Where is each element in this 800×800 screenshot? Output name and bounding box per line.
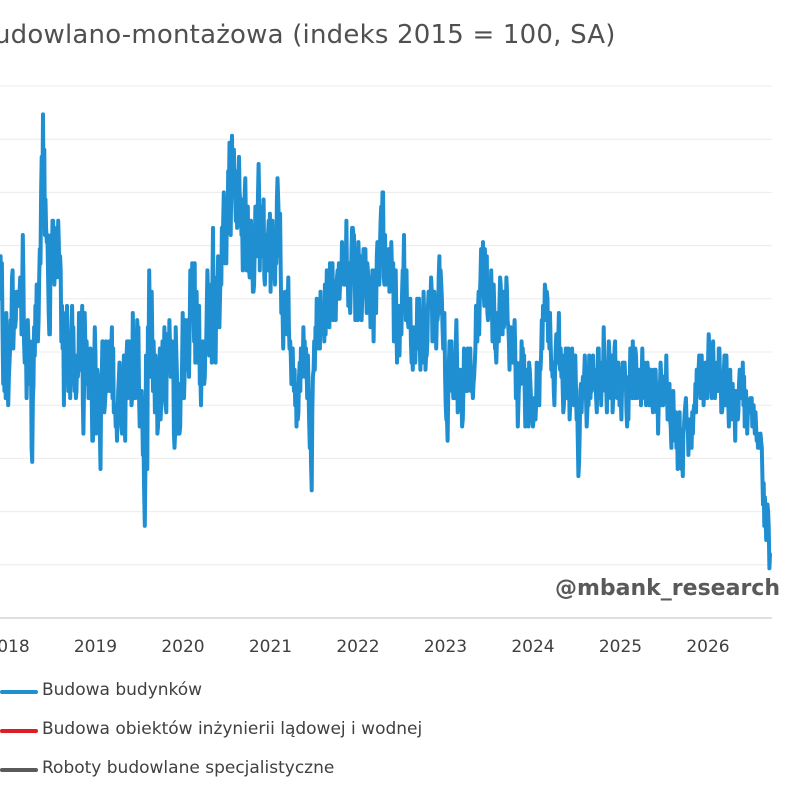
x-tick-label: 2021 — [249, 637, 292, 657]
x-tick-label: 2020 — [161, 637, 204, 657]
legend-label: Budowa obiektów inżynierii lądowej i wod… — [42, 719, 423, 739]
legend-label: Budowa budynków — [42, 680, 203, 700]
series-lines — [0, 112, 772, 571]
x-tick-label: 2022 — [336, 637, 379, 657]
x-tick-label: 2023 — [424, 637, 467, 657]
gridlines — [0, 85, 772, 566]
x-tick-label: 2018 — [0, 637, 30, 657]
legend-swatch — [0, 729, 38, 733]
x-tick-label: 2026 — [686, 637, 729, 657]
x-tick-labels: 2018 2019 2020 2021 2022 2023 2024 2025 2026 — [0, 637, 730, 657]
watermark: @mbank_research — [555, 576, 780, 601]
legend-label: Roboty budowlane specjalistyczne — [42, 758, 335, 778]
series-line — [0, 112, 772, 571]
legend-swatch — [0, 768, 38, 772]
x-tick-label: 2024 — [511, 637, 554, 657]
x-tick-label: 2025 — [599, 637, 642, 657]
x-tick-label: 2019 — [74, 637, 117, 657]
legend-swatch — [0, 690, 38, 694]
chart-title: udowlano-montażowa (indeks 2015 = 100, S… — [0, 20, 616, 50]
